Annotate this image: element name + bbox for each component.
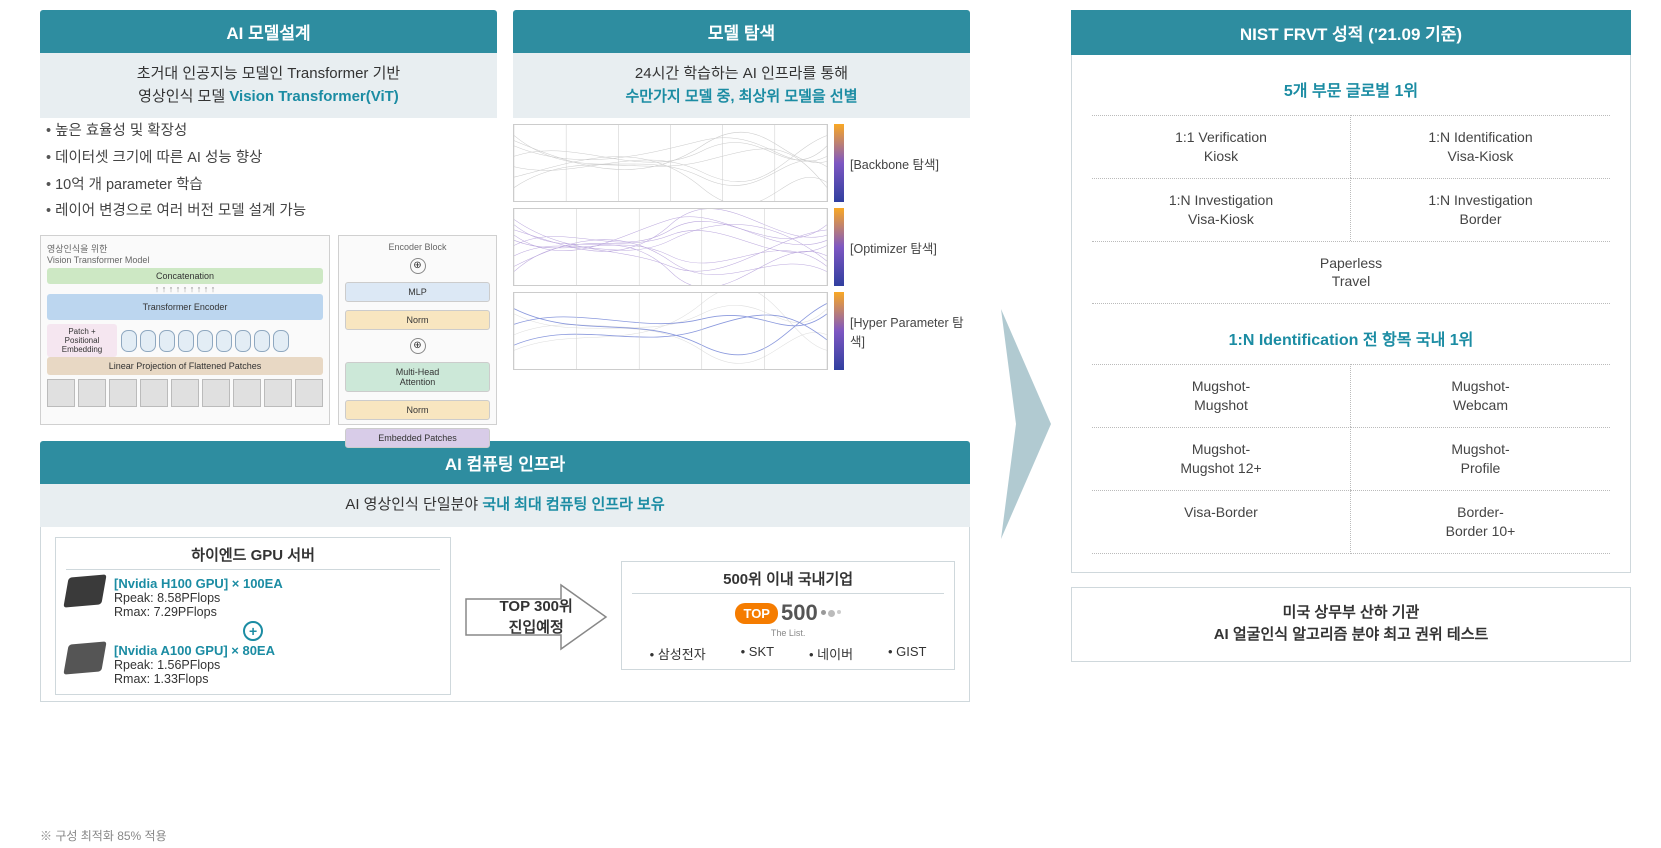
company-item: • 삼성전자	[650, 644, 706, 663]
sec1-cell: 1:1 Verification Kiosk	[1092, 115, 1351, 178]
enc-norm: Norm	[345, 310, 490, 330]
arrow-line1: TOP 300위	[461, 595, 611, 616]
plus-icon: +	[243, 621, 263, 641]
top300-arrow: TOP 300위 진입예정	[461, 577, 611, 655]
bullet-item: 레이어 변경으로 여러 버전 모델 설계 가능	[46, 198, 497, 225]
vit-encoder-block: Transformer Encoder	[47, 294, 323, 320]
company-item: • SKT	[741, 644, 774, 663]
sec2-title: 1:N Identification 전 항목 국내 1위	[1092, 326, 1610, 350]
bottom-note-line1: 미국 상무부 산하 기관	[1082, 602, 1620, 625]
vit-tokens	[121, 330, 289, 352]
sec1-grid: 1:1 Verification Kiosk 1:N Identificatio…	[1092, 115, 1610, 304]
sec2-cell: Mugshot- Mugshot	[1092, 364, 1351, 427]
model-design-sub-prefix: 영상인식 모델	[138, 88, 229, 105]
sec1-title: 5개 부문 글로벌 1위	[1092, 77, 1610, 101]
colorbar	[834, 124, 844, 202]
gpu-icon	[63, 641, 106, 674]
enc-mlp: MLP	[345, 282, 490, 302]
bullet-item: 높은 효율성 및 확장성	[46, 118, 497, 145]
sec2-cell: Visa-Border	[1092, 490, 1351, 554]
gpu1-rpeak: Rpeak: 8.58PFlops	[114, 591, 283, 605]
sec2-cell: Mugshot- Mugshot 12+	[1092, 427, 1351, 490]
infra-sub-teal: 국내 최대 컴퓨팅 인프라 보유	[482, 496, 664, 513]
model-search-subtitle: 24시간 학습하는 AI 인프라를 통해 수만가지 모델 중, 최상위 모델을 …	[513, 53, 970, 118]
nist-title: NIST FRVT 성적 ('21.09 기준)	[1071, 10, 1631, 55]
sec1-cell: 1:N Investigation Visa-Kiosk	[1092, 178, 1351, 241]
gpu2-rmax: Rmax: 1.33Flops	[114, 672, 275, 686]
vit-diagram: 영상인식을 위한 Vision Transformer Model Concat…	[40, 235, 497, 425]
sec2-cell: Mugshot- Profile	[1351, 427, 1610, 490]
flow-arrow	[990, 0, 1061, 848]
chart-optimizer: [Optimizer 탐색]	[513, 208, 970, 286]
chart-hyperparam: [Hyper Parameter 탐색]	[513, 292, 970, 370]
chart-label: [Hyper Parameter 탐색]	[850, 312, 970, 350]
panel-model-design: AI 모델설계 초거대 인공지능 모델인 Transformer 기반 영상인식…	[40, 10, 497, 425]
gpu-icon	[63, 574, 106, 607]
colorbar	[834, 292, 844, 370]
sec1-cell: Paperless Travel	[1092, 241, 1610, 305]
vit-linear-projection: Linear Projection of Flattened Patches	[47, 357, 323, 375]
footnote: ※ 구성 최적화 85% 적용	[40, 827, 167, 844]
vit-concat-block: Concatenation	[47, 268, 323, 284]
bottom-note-line2: AI 얼굴인식 알고리즘 분야 최고 권위 테스트	[1082, 624, 1620, 647]
top500-title: 500위 이내 국내기업	[632, 568, 944, 594]
parallel-coord-charts: [Backbone 탐색]	[513, 124, 970, 370]
thelist-label: The List.	[632, 628, 944, 638]
vit-architecture: 영상인식을 위한 Vision Transformer Model Concat…	[40, 235, 330, 425]
enc-norm2: Norm	[345, 400, 490, 420]
chart-label: [Backbone 탐색]	[850, 154, 970, 173]
sec2-cell: Border- Border 10+	[1351, 490, 1610, 554]
panel-infra: AI 컴퓨팅 인프라 AI 영상인식 단일분야 국내 최대 컴퓨팅 인프라 보유…	[40, 441, 970, 702]
infra-sub-prefix: AI 영상인식 단일분야	[345, 496, 482, 513]
gpu-server-box: 하이엔드 GPU 서버 [Nvidia H100 GPU] × 100EA Rp…	[55, 537, 451, 695]
top-badge: TOP	[735, 603, 778, 624]
model-search-sub-teal: 수만가지 모델 중, 최상위 모델을 선별	[513, 86, 970, 109]
top500-box: 500위 이내 국내기업 TOP 500 The List. • 삼성전자	[621, 561, 955, 670]
top500-logo: TOP 500	[632, 600, 944, 626]
gpu1-name: [Nvidia H100 GPU] × 100EA	[114, 576, 283, 591]
gpu1-rmax: Rmax: 7.29PFlops	[114, 605, 283, 619]
vit-patch-embedding: Patch + Positional Embedding	[47, 324, 117, 357]
colorbar	[834, 208, 844, 286]
plus-icon: ⊕	[410, 258, 426, 274]
gpu2-name: [Nvidia A100 GPU] × 80EA	[114, 643, 275, 658]
bullet-item: 10억 개 parameter 학습	[46, 172, 497, 199]
sec1-cell: 1:N Investigation Border	[1351, 178, 1610, 241]
gpu2-rpeak: Rpeak: 1.56PFlops	[114, 658, 275, 672]
enc-block-title: Encoder Block	[345, 242, 490, 252]
sec1-cell: 1:N Identification Visa-Kiosk	[1351, 115, 1610, 178]
model-design-subtitle: 초거대 인공지능 모델인 Transformer 기반 영상인식 모델 Visi…	[40, 53, 497, 118]
five00: 500	[781, 600, 818, 626]
gpu-title: 하이엔드 GPU 서버	[66, 544, 440, 570]
gpu-item-h100: [Nvidia H100 GPU] × 100EA Rpeak: 8.58PFl…	[66, 576, 440, 619]
panel-model-search: 모델 탐색 24시간 학습하는 AI 인프라를 통해 수만가지 모델 중, 최상…	[513, 10, 970, 425]
enc-embedded: Embedded Patches	[345, 428, 490, 448]
model-search-sub-line1: 24시간 학습하는 AI 인프라를 통해	[513, 63, 970, 86]
sec2-grid: Mugshot- Mugshot Mugshot- Webcam Mugshot…	[1092, 364, 1610, 553]
arrow-line2: 진입예정	[461, 616, 611, 637]
bottom-note: 미국 상무부 산하 기관 AI 얼굴인식 알고리즘 분야 최고 권위 테스트	[1071, 587, 1631, 662]
bullet-item: 데이터셋 크기에 따른 AI 성능 향상	[46, 145, 497, 172]
chart-backbone: [Backbone 탐색]	[513, 124, 970, 202]
vit-caption: 영상인식을 위한 Vision Transformer Model	[47, 242, 323, 265]
enc-mha: Multi-Head Attention	[345, 362, 490, 392]
vit-encoder-detail: Encoder Block ⊕ MLP Norm ⊕ Multi-Head At…	[338, 235, 497, 425]
model-design-sub-teal: Vision Transformer(ViT)	[229, 88, 399, 105]
nist-body: 5개 부문 글로벌 1위 1:1 Verification Kiosk 1:N …	[1071, 55, 1631, 573]
gpu-item-a100: [Nvidia A100 GPU] × 80EA Rpeak: 1.56PFlo…	[66, 643, 440, 686]
model-search-title: 모델 탐색	[513, 10, 970, 53]
infra-subtitle: AI 영상인식 단일분야 국내 최대 컴퓨팅 인프라 보유	[40, 484, 970, 527]
sec2-cell: Mugshot- Webcam	[1351, 364, 1610, 427]
infra-body: 하이엔드 GPU 서버 [Nvidia H100 GPU] × 100EA Rp…	[40, 527, 970, 702]
company-list: • 삼성전자 • SKT • 네이버 • GIST	[632, 644, 944, 663]
infra-title: AI 컴퓨팅 인프라	[40, 441, 970, 484]
vit-input-patches	[47, 379, 323, 407]
chart-label: [Optimizer 탐색]	[850, 238, 970, 257]
model-design-title: AI 모델설계	[40, 10, 497, 53]
plus-icon: ⊕	[410, 338, 426, 354]
model-design-bullets: 높은 효율성 및 확장성 데이터셋 크기에 따른 AI 성능 향상 10억 개 …	[40, 118, 497, 235]
model-design-sub-line1: 초거대 인공지능 모델인 Transformer 기반	[40, 63, 497, 86]
company-item: • 네이버	[809, 644, 853, 663]
company-item: • GIST	[888, 644, 927, 663]
